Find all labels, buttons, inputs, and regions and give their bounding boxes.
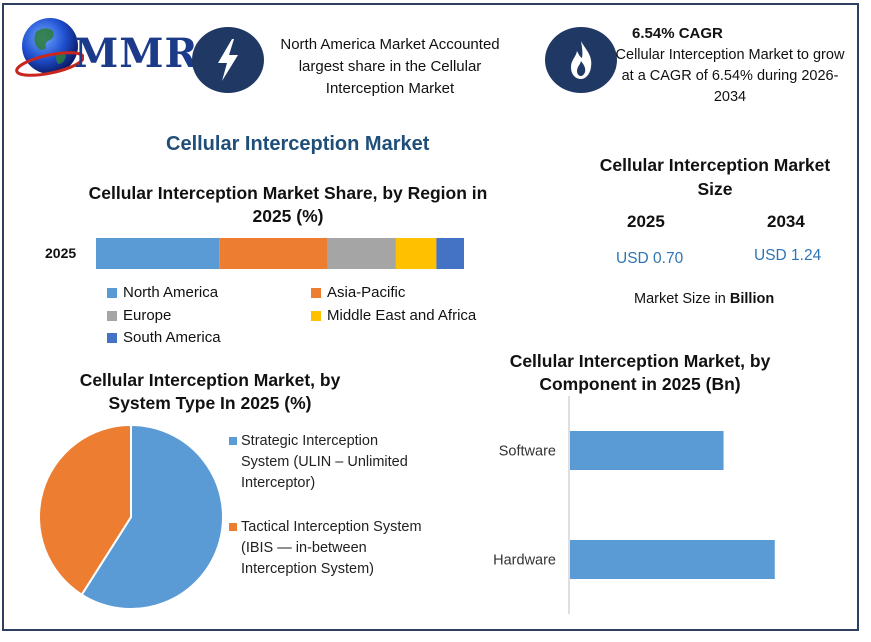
legend-swatch xyxy=(107,287,117,298)
legend-north-america: North America xyxy=(107,284,218,301)
market-value-2034: USD 1.24 xyxy=(754,247,822,264)
region-chart-title: Cellular Interception Market Share, by R… xyxy=(88,183,488,226)
globe-icon xyxy=(15,18,84,77)
system-type-chart-title: Cellular Interception Market, by System … xyxy=(79,370,341,413)
lightning-icon xyxy=(218,39,238,81)
flame-icon xyxy=(571,41,592,79)
region-bar-segment-asia-pacific xyxy=(219,238,328,269)
legend-swatch xyxy=(229,523,237,531)
system-type-pie xyxy=(38,423,224,610)
component-chart-title: Cellular Interception Market, by Compone… xyxy=(509,351,771,394)
lightning-icon-badge xyxy=(192,27,264,93)
infographic-frame xyxy=(2,3,859,631)
region-bar-segment-north-america xyxy=(96,238,220,269)
region-bar-segment-europe xyxy=(327,238,396,269)
year-2025: 2025 xyxy=(627,212,665,231)
year-2034: 2034 xyxy=(767,212,805,231)
market-size-unit-note: Market Size in Billion xyxy=(634,291,775,307)
component-category-label: Hardware xyxy=(493,553,556,569)
legend-swatch xyxy=(311,310,321,321)
pie-slice-0 xyxy=(80,423,224,610)
cagr-text: Cellular Interception Market to grow at … xyxy=(615,47,845,105)
pie-legend-tactical: Tactical Interception System (IBIS — in-… xyxy=(229,517,429,580)
legend-asia-pacific: Asia-Pacific xyxy=(311,284,405,301)
main-title: Cellular Interception Market xyxy=(166,133,430,155)
legend-europe: Europe xyxy=(107,307,171,324)
logo-text: MMR xyxy=(74,30,199,77)
flame-icon-badge xyxy=(545,27,617,93)
pie-slice-1 xyxy=(38,423,132,597)
pie-legend-strategic: Strategic Interception System (ULIN – Un… xyxy=(229,431,429,494)
component-bar-chart: Software Hardware xyxy=(493,396,775,614)
region-chart-category-label: 2025 xyxy=(45,245,77,261)
component-bar-hardware xyxy=(570,540,775,579)
mmr-logo: MMR xyxy=(14,14,198,82)
legend-swatch xyxy=(107,332,117,343)
component-category-label: Software xyxy=(499,444,556,460)
market-size-title: Cellular Interception Market Size xyxy=(599,155,831,199)
legend-swatch xyxy=(107,310,117,321)
cagr-title: 6.54% CAGR xyxy=(632,25,723,42)
legend-swatch xyxy=(229,437,237,445)
market-value-2025: USD 0.70 xyxy=(616,250,684,267)
region-bar-segment-middle-east-and-africa xyxy=(395,238,437,269)
region-stacked-bar xyxy=(96,238,464,269)
legend-middle-east-africa: Middle East and Africa xyxy=(311,307,476,324)
legend-south-america: South America xyxy=(107,329,221,346)
region-bar-segment-south-america xyxy=(436,238,464,269)
component-bar-software xyxy=(570,431,724,470)
legend-swatch xyxy=(311,287,321,298)
highlight-north-america: North America Market Accounted largest s… xyxy=(280,36,500,97)
